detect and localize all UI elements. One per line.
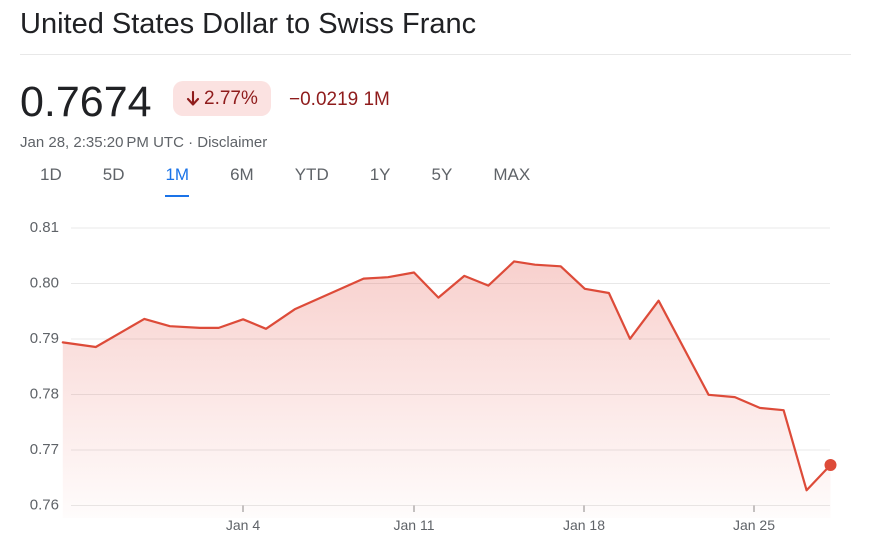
svg-text:0.79: 0.79	[30, 330, 59, 347]
svg-text:0.80: 0.80	[30, 275, 59, 292]
svg-text:0.78: 0.78	[30, 386, 59, 403]
svg-text:0.76: 0.76	[30, 497, 59, 514]
svg-text:0.77: 0.77	[30, 441, 59, 458]
svg-text:0.81: 0.81	[30, 219, 59, 236]
svg-text:Jan 25: Jan 25	[733, 517, 775, 533]
svg-text:Jan 18: Jan 18	[563, 517, 605, 533]
svg-text:Jan 4: Jan 4	[226, 517, 260, 533]
svg-text:Jan 11: Jan 11	[394, 517, 435, 533]
